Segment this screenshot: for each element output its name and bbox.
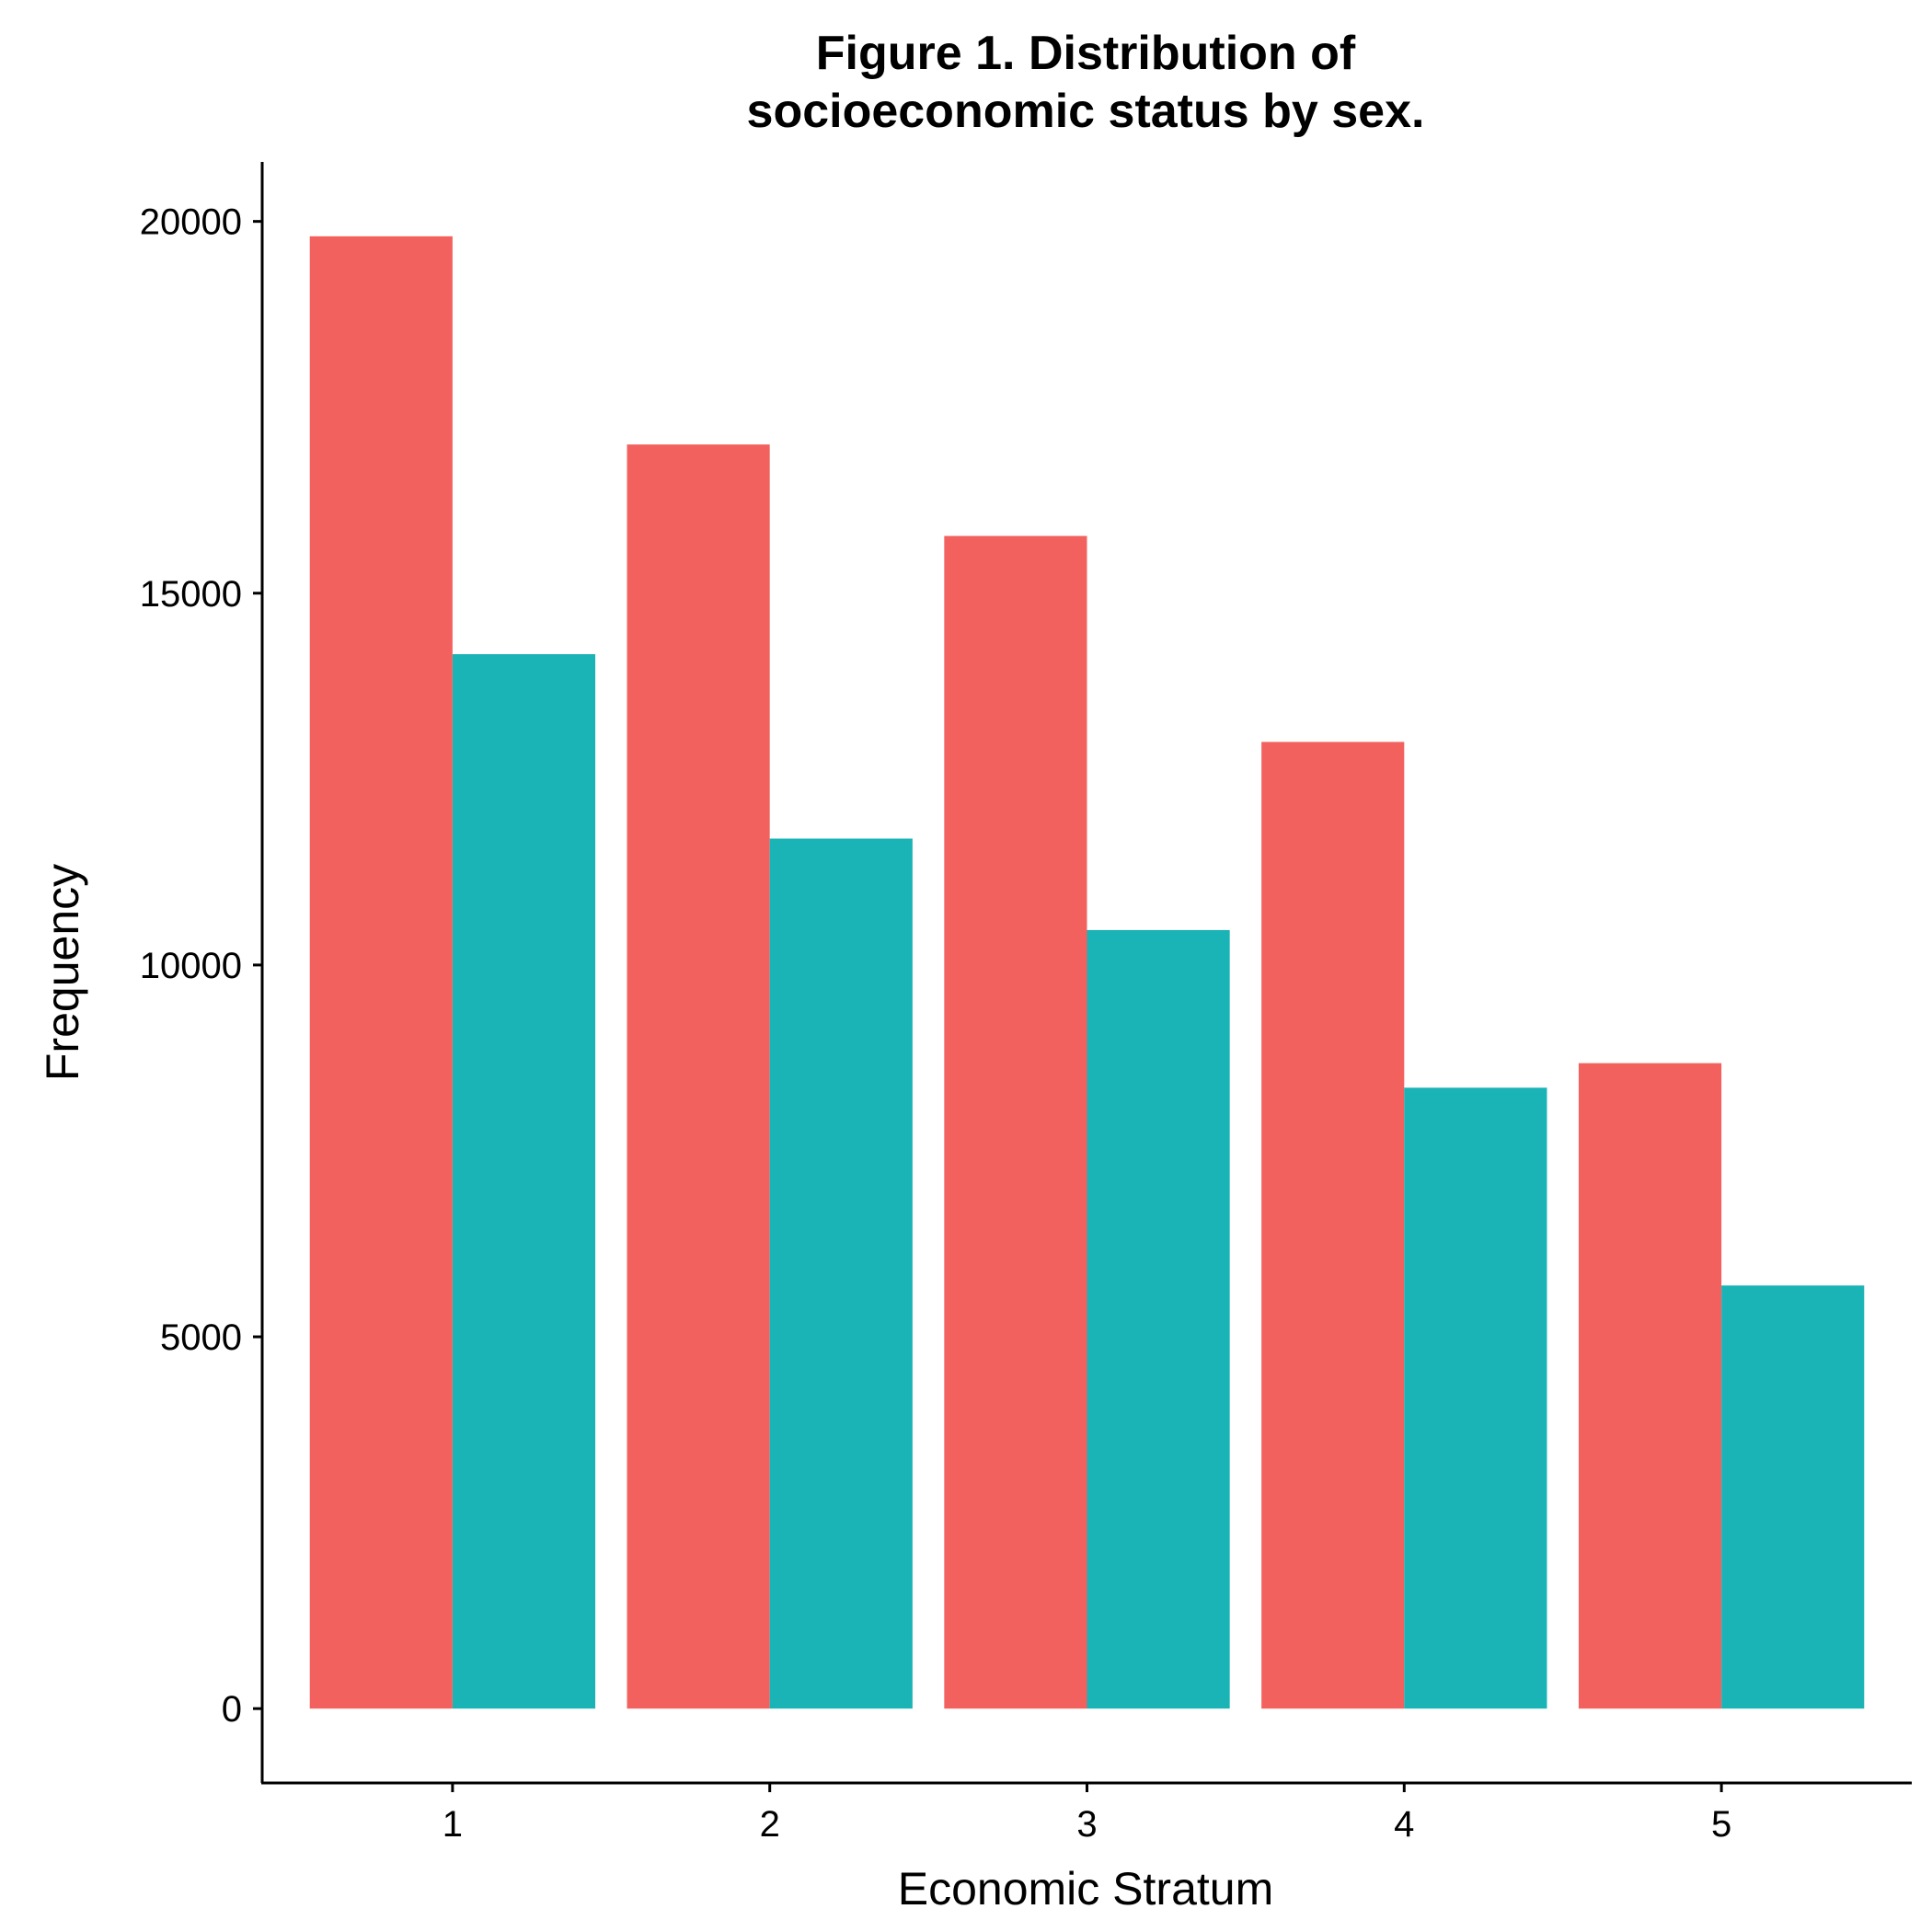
bars (309, 236, 1865, 1709)
chart-title-line-1: Figure 1. Distribution of (816, 27, 1356, 80)
x-tick-label: 5 (1711, 1804, 1731, 1845)
bar-series-1-stratum-1 (309, 236, 453, 1709)
bar-series-1-stratum-5 (1578, 1063, 1722, 1709)
bar-series-2-stratum-4 (1404, 1087, 1547, 1709)
y-axis-label: Frequency (37, 864, 88, 1081)
y-tick-label: 15000 (140, 574, 242, 615)
y-tick-label: 0 (222, 1689, 242, 1730)
chart-title: Figure 1. Distribution of socioeconomic … (747, 27, 1425, 138)
x-axis-ticks: 1 2 3 4 5 (443, 1783, 1731, 1845)
x-tick-label: 1 (443, 1804, 463, 1845)
bar-series-2-stratum-1 (452, 654, 596, 1709)
y-tick-label: 10000 (140, 946, 242, 986)
bar-series-1-stratum-4 (1261, 742, 1405, 1709)
bar-series-1-stratum-3 (944, 535, 1087, 1709)
bar-series-2-stratum-3 (1087, 929, 1230, 1709)
bar-series-1-stratum-2 (627, 444, 770, 1709)
bar-series-2-stratum-5 (1721, 1285, 1865, 1709)
y-tick-label: 20000 (140, 202, 242, 243)
x-tick-label: 2 (760, 1804, 780, 1845)
x-tick-label: 3 (1076, 1804, 1097, 1845)
bar-series-2-stratum-2 (769, 838, 913, 1709)
chart-title-line-2: socioeconomic status by sex. (747, 85, 1425, 138)
x-tick-label: 4 (1394, 1804, 1414, 1845)
x-axis-label: Economic Stratum (898, 1863, 1273, 1915)
y-axis-ticks: 0 5000 10000 15000 20000 (140, 202, 262, 1730)
y-tick-label: 5000 (160, 1317, 242, 1358)
